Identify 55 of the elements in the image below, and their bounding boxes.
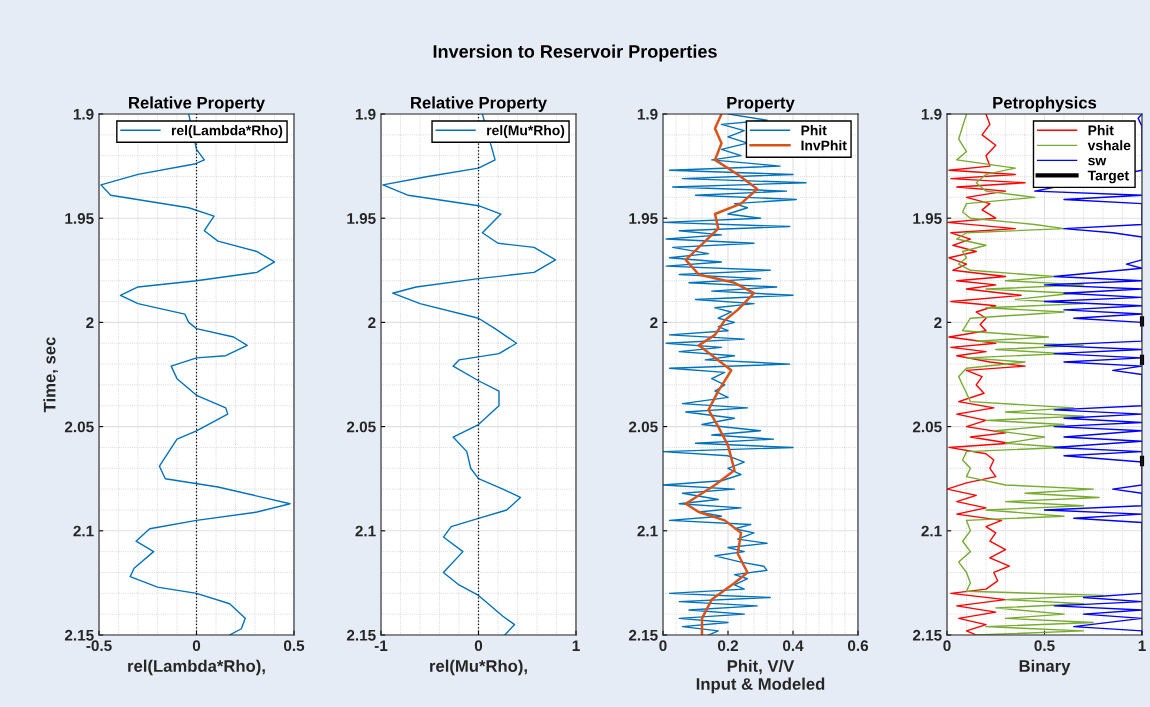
- legend-label: rel(Mu*Rho): [487, 125, 565, 139]
- x-tick-label: 1: [572, 640, 580, 651]
- chart-title: Relative Property: [411, 96, 547, 112]
- y-tick-label: 2: [86, 317, 94, 328]
- y-tick-label: 2.15: [64, 629, 94, 641]
- y-tick-label: 2.05: [912, 421, 942, 433]
- y-tick-label: 1.95: [347, 213, 376, 224]
- y-tick-label: 1.9: [921, 108, 942, 120]
- x-tick-label: 0: [474, 640, 483, 652]
- legend-label: sw: [1088, 157, 1107, 166]
- legend-label: InvPhit: [801, 140, 847, 151]
- y-tick-label: 2.1: [921, 525, 942, 537]
- x-tick-label: 0: [659, 640, 667, 652]
- x-tick-label: 1: [1138, 640, 1146, 651]
- x-tick-label: 0.5: [1034, 640, 1055, 652]
- x-axis-title: rel(Lambda*Rho),: [128, 659, 265, 676]
- y-tick-label: 2: [650, 317, 658, 328]
- y-tick-label: 1.95: [629, 213, 658, 224]
- y-tick-label: 2: [934, 317, 942, 328]
- y-tick-label: 2.05: [64, 421, 94, 433]
- y-tick-label: 1.95: [913, 213, 942, 224]
- x-tick-label: -0.5: [86, 640, 112, 652]
- y-tick-label: 2.1: [355, 525, 376, 537]
- y-axis-title: Time, sec: [43, 337, 58, 413]
- text: Inversion to Reservoir Properties: [433, 44, 717, 62]
- y-tick-label: 2.15: [628, 629, 658, 641]
- x-tick-label: 0.4: [782, 640, 804, 652]
- legend-label: vshale: [1087, 140, 1131, 151]
- y-tick-label: 2.1: [637, 525, 658, 537]
- x-tick-label: 0: [192, 640, 201, 652]
- legend-label: rel(Lambda*Rho): [171, 125, 283, 139]
- y-tick-label: 1.9: [355, 108, 376, 120]
- chart-title: Relative Property: [129, 96, 265, 112]
- legend-label: Phit: [1088, 125, 1114, 136]
- chart-title: Property: [727, 96, 795, 112]
- x-tick-label: 0.6: [847, 640, 869, 652]
- x-axis-title: Phit, V/V Input & Modeled: [696, 659, 825, 694]
- x-tick-label: 0.2: [717, 640, 739, 652]
- x-axis-title: Binary: [1019, 659, 1071, 676]
- y-tick-label: 2.15: [912, 629, 942, 641]
- y-tick-label: 1.9: [637, 108, 658, 120]
- x-tick-label: -1: [374, 640, 388, 651]
- y-tick-label: 2.15: [346, 629, 376, 641]
- chart-title: Petrophysics: [993, 96, 1097, 112]
- y-tick-label: 2.05: [346, 421, 376, 433]
- y-tick-label: 2: [368, 317, 376, 328]
- x-tick-label: 0.5: [283, 640, 305, 652]
- x-axis-title: rel(Mu*Rho),: [430, 659, 527, 676]
- y-tick-label: 1.9: [73, 108, 94, 120]
- y-tick-label: 2.1: [73, 525, 94, 537]
- x-tick-label: 0: [943, 640, 951, 652]
- y-tick-label: 2.05: [628, 421, 658, 433]
- legend-label: Target: [1087, 170, 1129, 184]
- legend-label: Phit: [801, 125, 827, 136]
- y-tick-label: 1.95: [65, 213, 94, 224]
